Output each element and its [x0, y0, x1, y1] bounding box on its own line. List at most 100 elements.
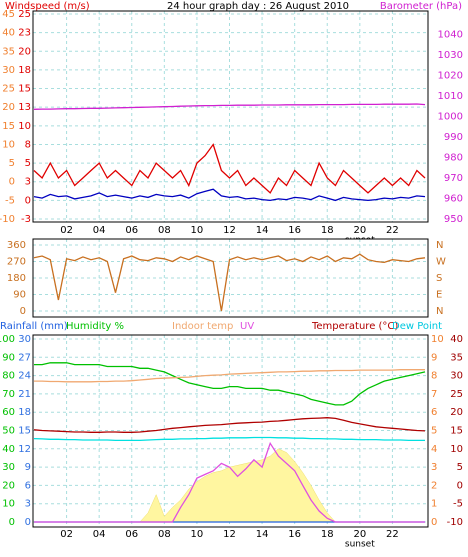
x-tick-label: 16: [288, 529, 301, 540]
legend-entry: Humidity %: [66, 321, 124, 332]
y3-tick-label: 15: [18, 426, 31, 437]
x-tick-label: 08: [158, 225, 171, 236]
y3-tick-label: 9: [25, 462, 31, 473]
y4-tick-label: 8: [431, 371, 437, 382]
y-tick-label: 0: [25, 195, 31, 206]
y2-tick-label: 1010: [438, 91, 463, 102]
panel-border: [32, 334, 429, 528]
x-tick-label: 14: [256, 225, 269, 236]
y2-tick-label: 20: [450, 407, 463, 418]
series-line: [33, 253, 426, 312]
y4-tick-label: 1: [431, 499, 437, 510]
y-tick-label: 60: [2, 407, 15, 418]
y-tick-label: 15: [18, 84, 31, 95]
x-tick-label: 02: [60, 529, 73, 540]
y2-tick-label: S: [436, 273, 442, 284]
y-tick-label: 40: [2, 444, 15, 455]
y2-tick-label: -10: [447, 517, 463, 528]
y2-tick-label: -5: [453, 499, 463, 510]
x-tick-label: 14: [256, 529, 269, 540]
y4-tick-label: 7: [431, 389, 437, 400]
y2-tick-label: 1040: [438, 30, 463, 41]
y2-tick-label: 25: [450, 389, 463, 400]
y-tick-label: 0: [9, 517, 15, 528]
series-line: [33, 436, 425, 442]
y2-tick-label: 1000: [438, 112, 463, 123]
y-tick-label: 25: [18, 9, 31, 20]
y-tick-label: -3: [21, 214, 31, 225]
x-tick-label: 02: [60, 225, 73, 236]
y-tick-label: 50: [2, 426, 15, 437]
y2-tick-label: 970: [444, 173, 463, 184]
y3-tick-label: 25: [2, 84, 15, 95]
y2-tick-label: N: [436, 240, 443, 251]
y3-tick-label: 21: [18, 389, 31, 400]
y3-tick-label: 10: [2, 139, 15, 150]
x-tick-label: 16: [288, 225, 301, 236]
y-tick-label: 90: [13, 290, 26, 301]
panel-border: [32, 238, 429, 318]
series-line: [34, 441, 425, 523]
y2-tick-label: 1020: [438, 71, 463, 82]
x-tick-label: 06: [125, 225, 138, 236]
x-tick-label: 10: [191, 225, 204, 236]
series-line: [33, 103, 426, 110]
y3-tick-label: -5: [5, 195, 15, 206]
y3-tick-label: 24: [18, 371, 31, 382]
legend-entry: UV: [240, 321, 254, 332]
panel-background: [33, 11, 428, 222]
legend-entry: Temperature (°C): [311, 321, 398, 332]
y-tick-label: 90: [2, 352, 15, 363]
legend-entry: Indoor temp: [172, 321, 233, 332]
y-tick-label: 180: [7, 273, 26, 284]
x-tick-label: 04: [93, 225, 106, 236]
series-line: [34, 369, 425, 383]
y3-tick-label: 30: [18, 334, 31, 345]
y2-tick-label: N: [436, 306, 443, 317]
y-tick-label: 10: [2, 499, 15, 510]
y4-tick-label: 2: [431, 480, 437, 491]
x-tick-label: 18: [321, 529, 334, 540]
y3-tick-label: 3: [25, 499, 31, 510]
y2-tick-label: E: [436, 290, 442, 301]
y-tick-label: 18: [18, 65, 31, 76]
y-tick-label: 30: [2, 462, 15, 473]
y-tick-label: 3: [25, 177, 31, 188]
y4-tick-label: 5: [431, 426, 437, 437]
y4-tick-label: 9: [431, 352, 437, 363]
y2-tick-label: 980: [444, 153, 463, 164]
y-tick-label: 5: [25, 158, 31, 169]
y4-tick-label: 3: [431, 462, 437, 473]
y3-tick-label: 0: [9, 177, 15, 188]
y2-tick-label: 950: [444, 214, 463, 225]
y4-tick-label: 6: [431, 407, 437, 418]
x-tick-label: 20: [353, 225, 366, 236]
y3-tick-label: 20: [2, 102, 15, 113]
y4-tick-label: 10: [431, 334, 444, 345]
x-tick-label: 12: [223, 225, 236, 236]
series-line: [33, 143, 426, 194]
y2-tick-label: 5: [457, 462, 463, 473]
y3-tick-label: 40: [2, 28, 15, 39]
windspeed-label: Windspeed (m/s): [5, 1, 90, 12]
y3-tick-label: -10: [0, 214, 15, 225]
y2-tick-label: 990: [444, 132, 463, 143]
y-tick-label: 0: [20, 306, 26, 317]
y-tick-label: 13: [18, 102, 31, 113]
sunset-label: sunset: [345, 540, 375, 550]
y-tick-label: 23: [18, 28, 31, 39]
chart-title: 24 hour graph day : 26 August 2010: [167, 1, 349, 12]
y4-tick-label: 0: [431, 517, 437, 528]
panel-border: [32, 10, 429, 223]
y2-tick-label: 40: [450, 334, 463, 345]
y-tick-label: 20: [2, 480, 15, 491]
y3-tick-label: 15: [2, 121, 15, 132]
y-tick-label: 270: [7, 257, 26, 268]
y-tick-label: 360: [7, 240, 26, 251]
y4-tick-label: 4: [431, 444, 437, 455]
x-tick-label: 22: [386, 225, 399, 236]
y3-tick-label: 45: [2, 9, 15, 20]
y3-tick-label: 35: [2, 46, 15, 57]
